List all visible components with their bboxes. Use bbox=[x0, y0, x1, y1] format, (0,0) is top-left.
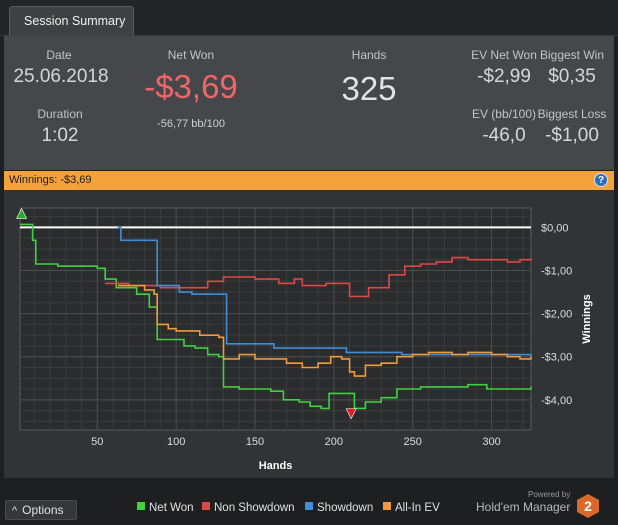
tab-session-summary[interactable]: Session Summary bbox=[9, 6, 134, 36]
x-tick-label: 250 bbox=[404, 436, 422, 448]
legend-allin-ev-label: All-In EV bbox=[395, 502, 440, 514]
net-won-swatch bbox=[137, 502, 145, 510]
duration-value-wrap: 1:02 bbox=[24, 125, 96, 147]
x-tick-label: 150 bbox=[246, 436, 264, 448]
legend-item-net-won[interactable]: Net Won bbox=[137, 502, 194, 514]
net-won-bb: -56,77 bb/100 bbox=[157, 118, 225, 130]
plot-area bbox=[19, 207, 532, 431]
bottom-bar: ^ Options Net Won Non Showdown Showdown A… bbox=[0, 478, 618, 525]
date-label: Date bbox=[46, 48, 72, 62]
allin-ev-swatch bbox=[383, 502, 391, 510]
legend-non-showdown-label: Non Showdown bbox=[214, 502, 295, 514]
hands-value-wrap: 325 bbox=[319, 70, 419, 108]
y-axis-title: Winnings bbox=[581, 294, 593, 343]
net-won-value: -$3,69 bbox=[144, 68, 238, 105]
biggest-win-label: Biggest Win bbox=[539, 48, 605, 62]
duration-label: Duration bbox=[37, 107, 83, 121]
x-tick-label: 100 bbox=[167, 436, 185, 448]
non-showdown-swatch bbox=[202, 502, 210, 510]
ev-bb-label: EV (bb/100) bbox=[471, 107, 537, 121]
series-line-non-showdown bbox=[105, 256, 532, 298]
hm2-logo-icon: 2 bbox=[577, 494, 599, 518]
date-value-wrap: 25.06.2018 bbox=[6, 66, 116, 88]
x-tick-label: 300 bbox=[482, 436, 500, 448]
net-won-stat: Net Won bbox=[140, 48, 242, 62]
tab-bar: Session Summary bbox=[0, 0, 618, 36]
ev-bb-value: -46,0 bbox=[482, 125, 526, 146]
series-line-net-won bbox=[20, 223, 532, 410]
ev-net-won-value: -$2,99 bbox=[477, 66, 531, 87]
hands-stat: Hands bbox=[324, 48, 414, 62]
net-won-bb-wrap: -56,77 bb/100 bbox=[132, 118, 250, 130]
x-tick-label: 50 bbox=[91, 436, 103, 448]
options-label: Options bbox=[22, 503, 64, 517]
duration-value: 1:02 bbox=[41, 125, 79, 146]
legend-item-allin-ev[interactable]: All-In EV bbox=[383, 502, 440, 514]
y-tick-label: -$4,00 bbox=[541, 395, 572, 407]
y-tick-label: -$3,00 bbox=[541, 352, 572, 364]
biggest-win-stat: Biggest Win bbox=[538, 48, 606, 62]
biggest-win-value-wrap: $0,35 bbox=[538, 66, 606, 88]
duration-stat: Duration bbox=[24, 107, 96, 121]
ev-net-won-label: EV Net Won bbox=[471, 48, 537, 62]
y-tick-label: $0,00 bbox=[541, 222, 569, 234]
svg-text:2: 2 bbox=[584, 498, 592, 514]
winnings-header-bar: Winnings: -$3,69 ? bbox=[4, 171, 614, 190]
series-line-all-in-ev bbox=[117, 284, 532, 377]
winnings-label: Winnings: -$3,69 bbox=[9, 174, 92, 186]
min-marker bbox=[345, 408, 357, 420]
ev-bb-value-wrap: -46,0 bbox=[470, 125, 538, 147]
y-tick-label: -$2,00 bbox=[541, 309, 572, 321]
series-line-showdown bbox=[117, 226, 532, 357]
brand-name: Hold'em Manager bbox=[476, 500, 571, 514]
y-tick-label: -$1,00 bbox=[541, 266, 572, 278]
ev-net-won-stat: EV Net Won bbox=[470, 48, 538, 62]
biggest-loss-stat: Biggest Loss bbox=[536, 107, 608, 121]
hands-value: 325 bbox=[341, 70, 397, 107]
ev-net-won-value-wrap: -$2,99 bbox=[470, 66, 538, 88]
date-stat: Date bbox=[34, 48, 84, 62]
showdown-swatch bbox=[305, 502, 313, 510]
biggest-loss-label: Biggest Loss bbox=[537, 107, 607, 121]
biggest-win-value: $0,35 bbox=[548, 66, 596, 87]
legend-showdown-label: Showdown bbox=[317, 502, 374, 514]
session-summary-panel: Date 25.06.2018 Duration 1:02 Net Won -$… bbox=[4, 36, 614, 170]
winnings-chart: 50 100 150 200 250 300 $0,00 -$1,00 -$2,00 -$3,00… bbox=[16, 207, 593, 472]
x-tick-label: 200 bbox=[325, 436, 343, 448]
legend-item-showdown[interactable]: Showdown bbox=[305, 502, 373, 514]
net-won-value-wrap: -$3,69 bbox=[126, 68, 256, 106]
legend-item-non-showdown[interactable]: Non Showdown bbox=[202, 502, 295, 514]
biggest-loss-value: -$1,00 bbox=[545, 125, 599, 146]
options-button[interactable]: ^ Options bbox=[5, 500, 77, 520]
powered-by-text: Powered by bbox=[528, 490, 571, 499]
net-won-label: Net Won bbox=[167, 48, 215, 62]
x-axis-title: Hands bbox=[259, 460, 293, 472]
legend-net-won-label: Net Won bbox=[149, 502, 194, 514]
ev-bb-stat: EV (bb/100) bbox=[470, 107, 538, 121]
max-marker bbox=[16, 207, 28, 219]
date-value: 25.06.2018 bbox=[13, 66, 109, 87]
hands-label: Hands bbox=[351, 48, 387, 62]
winnings-chart-panel: 50 100 150 200 250 300 $0,00 -$1,00 -$2,00 -$3,00… bbox=[4, 190, 614, 478]
biggest-loss-value-wrap: -$1,00 bbox=[536, 125, 608, 147]
help-icon[interactable]: ? bbox=[594, 173, 608, 187]
chevron-up-icon: ^ bbox=[12, 505, 18, 517]
